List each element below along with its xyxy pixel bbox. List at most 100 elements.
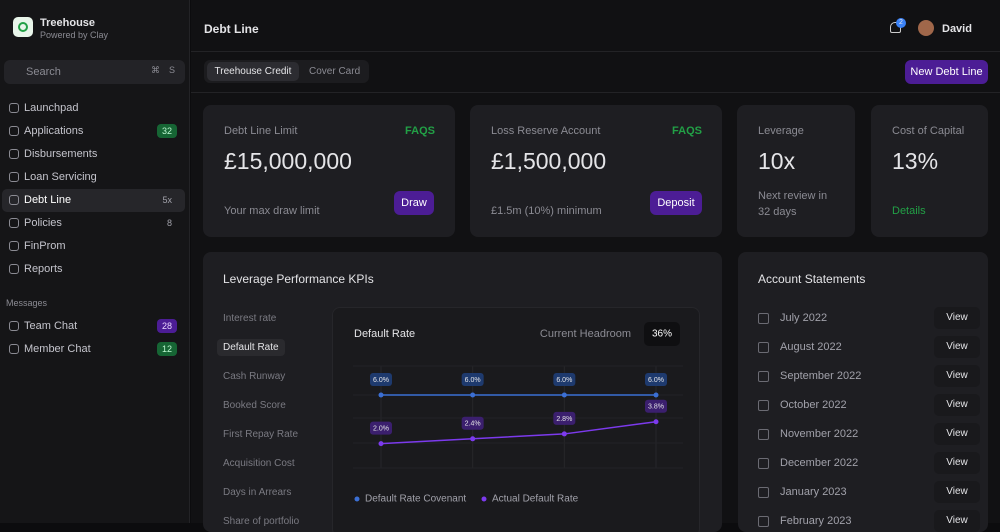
kpi-item[interactable]: Days in Arrears <box>223 487 292 498</box>
nav-label: Reports <box>24 263 63 275</box>
search[interactable]: Search ⌘ S <box>4 60 185 84</box>
notification-count: 2 <box>896 18 906 28</box>
nav-item[interactable]: Disbursements <box>2 143 185 166</box>
nav-icon <box>9 172 19 182</box>
kpi-panel: Leverage Performance KPIs Default Rate C… <box>203 252 722 532</box>
statements-panel: Account Statements July 2022 View August 2… <box>738 252 988 532</box>
card: Cost of Capital 13% Details <box>871 105 988 237</box>
point <box>653 392 659 398</box>
statement-month: July 2022 <box>780 312 828 324</box>
nav-icon <box>9 103 19 113</box>
value-label: 2.4% <box>465 421 481 428</box>
search-placeholder: Search <box>26 66 61 78</box>
point <box>378 392 384 398</box>
view-button[interactable]: View <box>934 394 980 416</box>
view-button[interactable]: View <box>934 336 980 358</box>
value-label-bg <box>370 373 392 386</box>
nav-item[interactable]: Launchpad <box>2 97 185 120</box>
nav-label: Launchpad <box>24 102 79 114</box>
nav-item[interactable]: Applications 32 <box>2 120 185 143</box>
deposit-button[interactable]: Deposit <box>650 191 702 215</box>
calendar-icon <box>758 313 769 324</box>
calendar-icon <box>758 429 769 440</box>
nav-icon <box>9 264 19 274</box>
details-link[interactable]: Details <box>892 205 926 217</box>
section-title: Messages <box>6 298 48 308</box>
value-label-bg <box>553 411 576 425</box>
nav-item[interactable]: Debt Line 5x <box>2 189 185 212</box>
calendar-icon <box>758 458 769 469</box>
nav-badge: 8 <box>166 218 172 228</box>
value-label-bg <box>645 399 667 413</box>
point <box>561 392 567 398</box>
value-label-bg <box>461 416 484 430</box>
card-title: Cost of Capital <box>892 125 965 137</box>
card-value: 13% <box>892 148 939 174</box>
nav-item[interactable]: Member Chat 12 <box>2 338 185 361</box>
view-button[interactable]: View <box>934 510 980 532</box>
kpi-item[interactable]: Booked Score <box>223 400 286 411</box>
view-button[interactable]: View <box>934 452 980 474</box>
faq-link[interactable]: FAQS <box>672 125 702 137</box>
view-button[interactable]: View <box>934 481 980 503</box>
draw-button[interactable]: Draw <box>394 191 434 215</box>
nav-item[interactable]: FinProm <box>2 235 185 258</box>
tab[interactable]: Cover Card <box>309 66 361 77</box>
chart-card: Default Rate Current Headroom 36% 6.0% 6.… <box>332 307 700 532</box>
nav-label: Member Chat <box>24 343 91 355</box>
faq-link[interactable]: FAQS <box>405 125 435 137</box>
divider <box>191 51 1000 52</box>
nav-badge: 28 <box>156 319 177 333</box>
kpi-item[interactable]: Share of portfolio <box>223 516 300 527</box>
view-button[interactable]: View <box>934 307 980 329</box>
value-label-bg <box>645 373 667 386</box>
card-title: Leverage <box>758 125 804 137</box>
card-note: Your max draw limit <box>224 205 320 217</box>
shortcut-key: S <box>169 65 176 75</box>
legend-swatch <box>481 496 487 502</box>
user-name[interactable]: David <box>942 23 972 35</box>
kpi-item[interactable]: Default Rate <box>217 339 285 356</box>
nav-item[interactable]: Reports <box>2 258 185 281</box>
view-button[interactable]: View <box>934 365 980 387</box>
nav-item[interactable]: Loan Servicing <box>2 166 185 189</box>
card-value: £1,500,000 <box>491 148 607 174</box>
nav-icon <box>9 218 19 228</box>
shortcut-key: ⌘ <box>151 65 160 75</box>
new-debt-line-button[interactable]: New Debt Line <box>905 60 988 84</box>
kpi-item[interactable]: First Repay Rate <box>223 429 299 440</box>
nav-item[interactable]: Team Chat 28 <box>2 315 185 338</box>
view-button[interactable]: View <box>934 423 980 445</box>
logo-mark <box>18 22 28 32</box>
nav-badge: 12 <box>156 342 177 356</box>
tab-active[interactable]: Treehouse Credit <box>207 62 299 81</box>
legend-label: Actual Default Rate <box>492 494 579 505</box>
value-label: 6.0% <box>648 377 664 384</box>
card-title: Loss Reserve Account <box>491 125 601 137</box>
card: Leverage 10x Next review in 32 days <box>737 105 855 237</box>
avatar[interactable] <box>918 20 934 36</box>
panel-title: Leverage Performance KPIs <box>223 272 374 286</box>
nav-badge: 32 <box>156 124 177 138</box>
calendar-icon <box>758 400 769 411</box>
nav-label: Applications <box>24 125 84 137</box>
panel-title: Account Statements <box>758 272 866 286</box>
calendar-icon <box>758 371 769 382</box>
kpi-item[interactable]: Cash Runway <box>223 371 286 382</box>
value-label: 6.0% <box>373 377 389 384</box>
nav-icon <box>9 344 19 354</box>
chart-title: Default Rate <box>354 328 415 340</box>
nav-item[interactable]: Policies 8 <box>2 212 185 235</box>
nav-icon <box>9 149 19 159</box>
kpi-item[interactable]: Acquisition Cost <box>223 458 295 469</box>
headroom-box <box>644 322 680 346</box>
value-label: 6.0% <box>465 377 481 384</box>
nav-label: Team Chat <box>24 320 78 332</box>
value-label-bg <box>461 373 484 386</box>
statement-month: January 2023 <box>780 486 847 498</box>
calendar-icon <box>758 342 769 353</box>
card: Debt Line Limit FAQS £15,000,000 Your ma… <box>203 105 455 237</box>
kpi-item[interactable]: Interest rate <box>223 313 277 324</box>
logo <box>13 17 33 37</box>
